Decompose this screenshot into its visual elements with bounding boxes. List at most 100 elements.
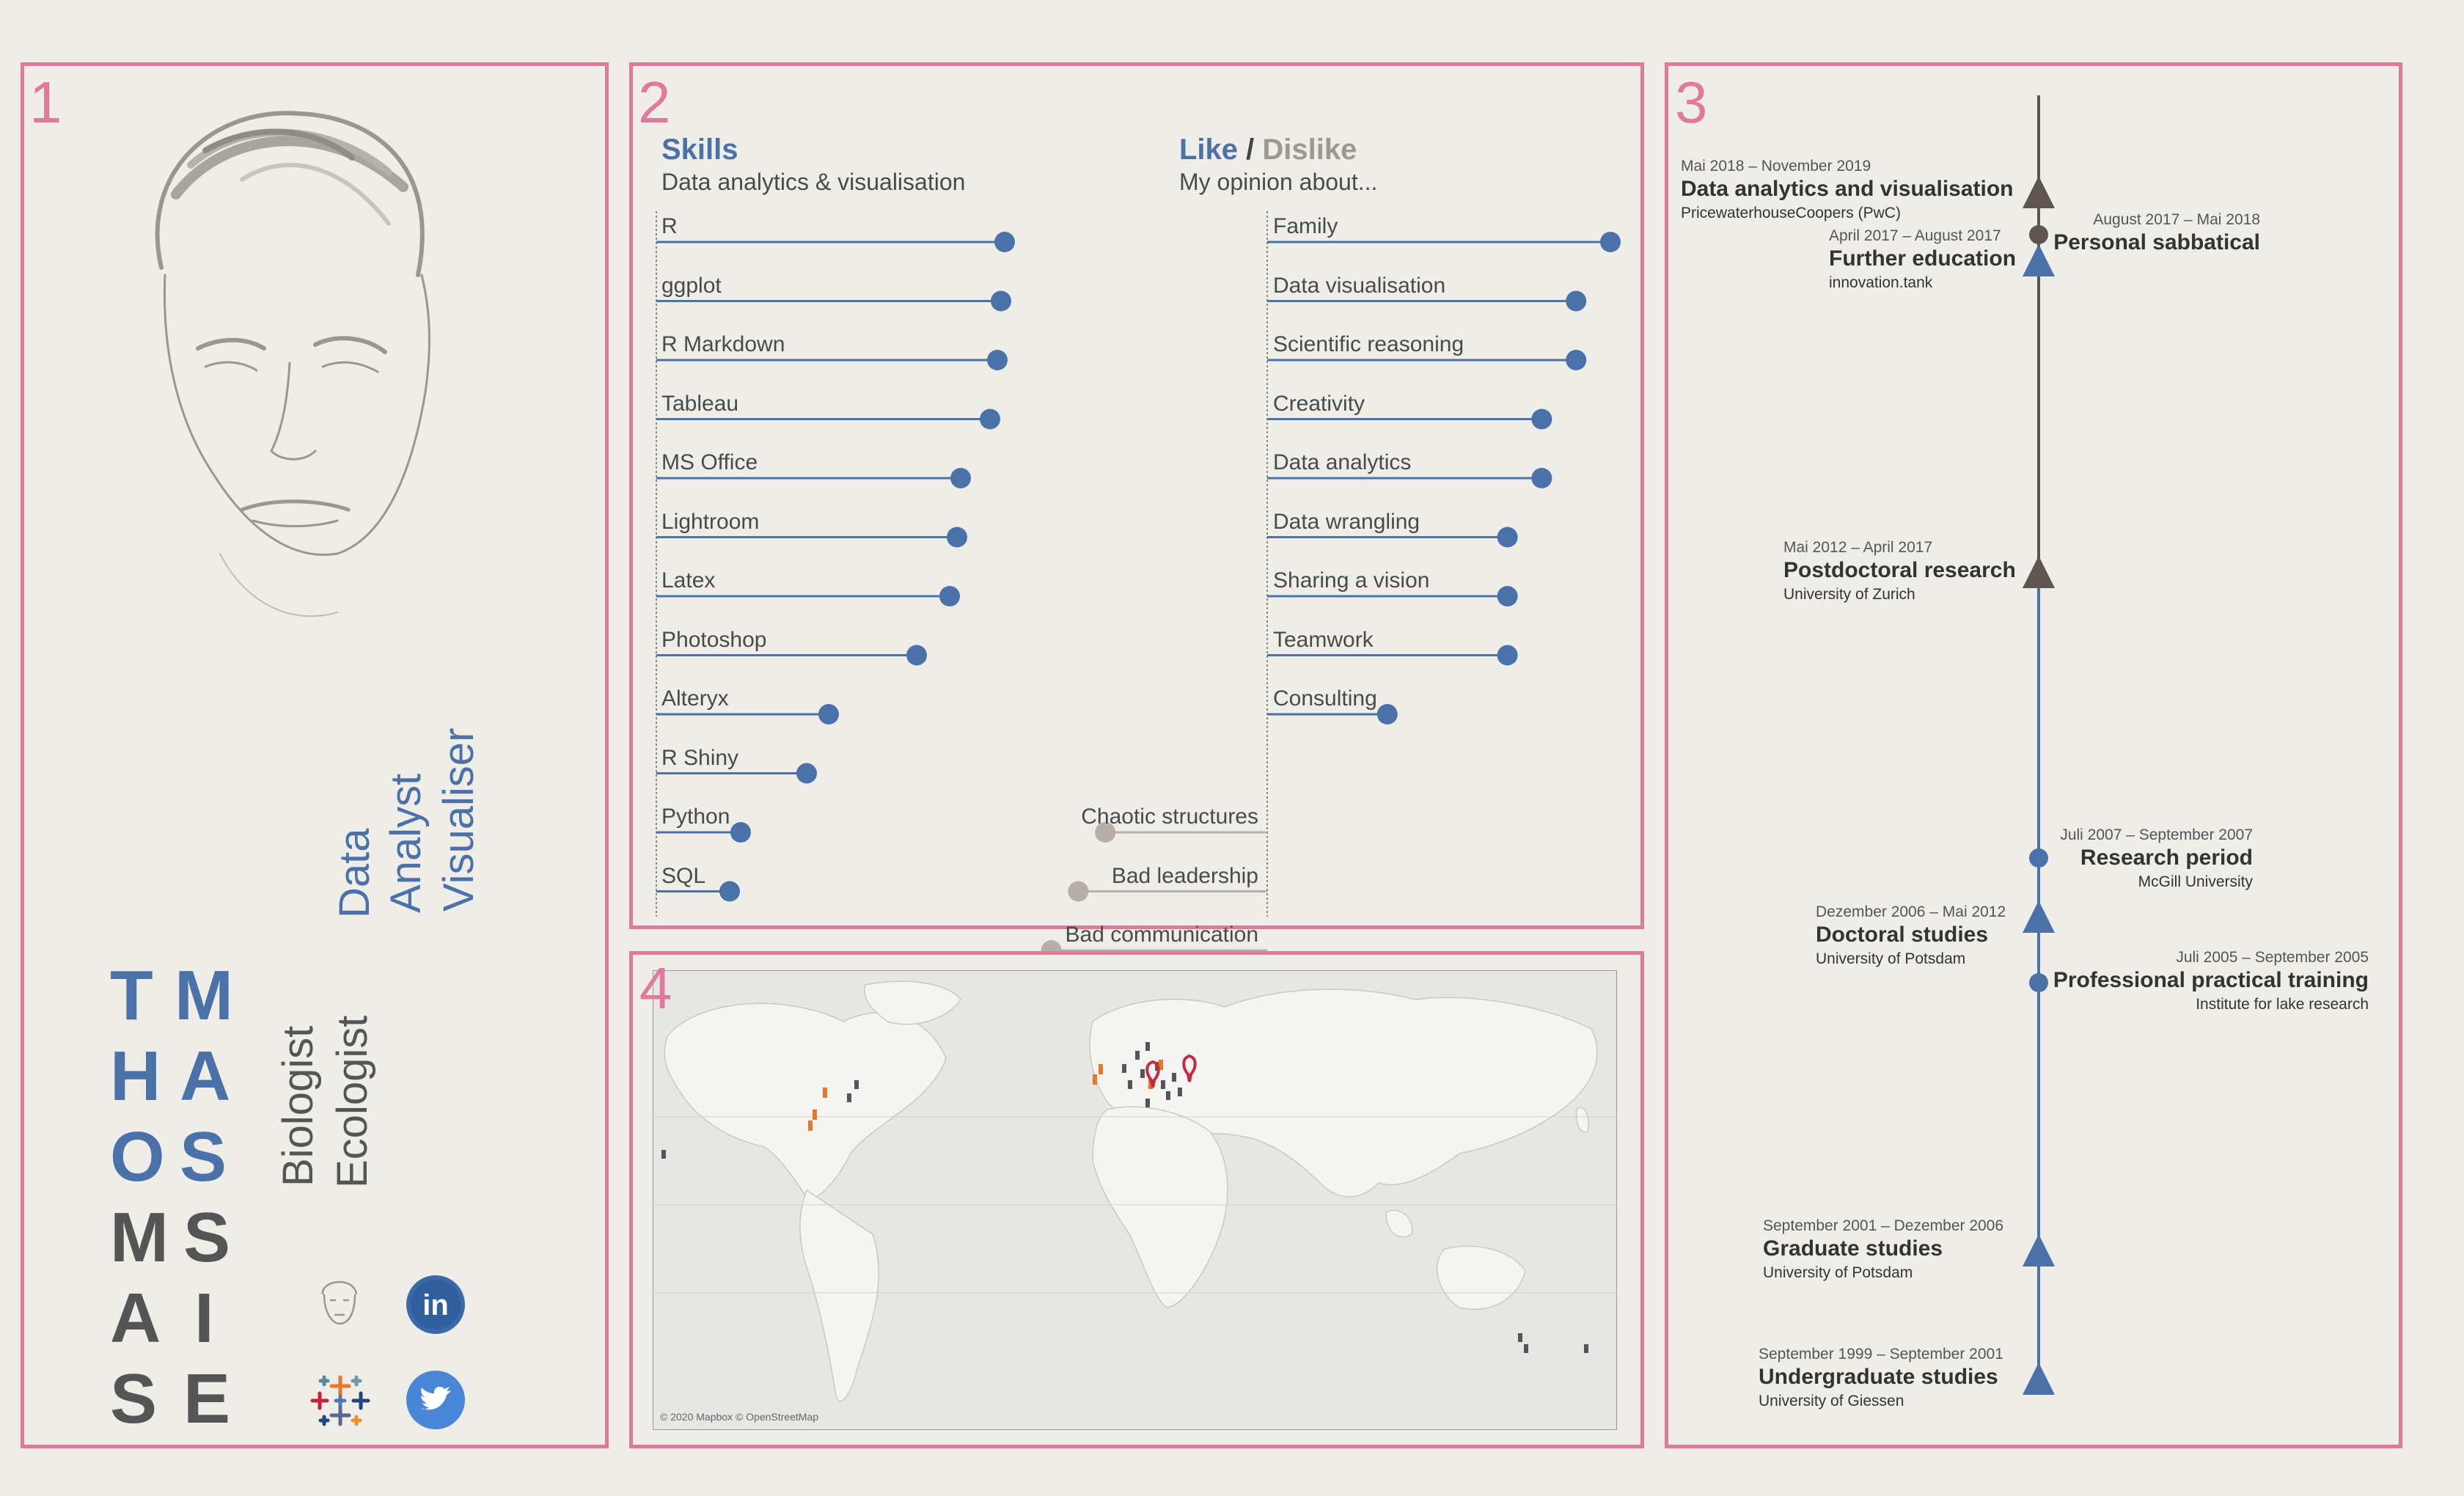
skill-label: ggplot — [661, 273, 722, 298]
skill-label: Python — [661, 804, 730, 829]
skill-label: Tableau — [661, 391, 739, 416]
first-name-letter: H — [110, 1037, 161, 1115]
first-name-letter: T — [110, 956, 153, 1035]
timeline-title: Further education — [1829, 246, 2017, 271]
timeline-org: University of Potsdam — [1763, 1264, 1913, 1281]
timeline-triangle — [2023, 901, 2055, 933]
skill-dot — [991, 290, 1011, 312]
profile-panel — [21, 62, 609, 1448]
timeline-dot — [2029, 225, 2048, 244]
skill-label: MS Office — [661, 450, 758, 474]
skill-dot — [730, 822, 751, 843]
skill-dot — [987, 350, 1008, 370]
first-name-letter: M — [110, 1198, 169, 1277]
last-name-letter: M — [175, 956, 233, 1035]
timeline-title: Undergraduate studies — [1759, 1365, 1998, 1389]
like-label: Like — [1179, 133, 1239, 166]
skill-label: R — [661, 214, 678, 238]
skill-dot — [980, 408, 1000, 430]
world-map[interactable]: © 2020 Mapbox © OpenStreetMap — [653, 970, 1617, 1430]
timeline-title: Doctoral studies — [1816, 923, 1989, 947]
timeline-triangle — [2023, 556, 2055, 588]
skill-label: Alteryx — [661, 686, 729, 711]
avatar-icon[interactable] — [314, 1272, 365, 1331]
timeline-date: Mai 2012 – April 2017 — [1783, 539, 1933, 556]
timeline-org: University of Giessen — [1759, 1393, 1904, 1409]
like-dot — [1566, 350, 1587, 370]
tableau-icon[interactable] — [309, 1370, 371, 1431]
timeline-date: Dezember 2006 – Mai 2012 — [1816, 903, 2006, 920]
timeline-date: Juli 2005 – September 2005 — [2176, 949, 2369, 966]
dislike-label: Bad leadership — [1111, 863, 1258, 888]
timeline-triangle — [2023, 1363, 2055, 1395]
skill-dot — [950, 468, 971, 488]
skill-label: SQL — [661, 863, 706, 888]
skill-dot — [906, 645, 927, 666]
timeline-title: Postdoctoral research — [1783, 558, 2016, 582]
last-name-letter: A — [180, 1037, 231, 1115]
skill-label: R Shiny — [661, 745, 739, 770]
map-attribution: © 2020 Mapbox © OpenStreetMap — [660, 1411, 818, 1423]
like-label: Consulting — [1273, 686, 1377, 711]
timeline-title: Research period — [2080, 846, 2253, 870]
timeline-title: Data analytics and visualisation — [1681, 177, 2014, 201]
skills-subtitle: Data analytics & visualisation — [661, 169, 966, 195]
panel-number-1: 1 — [29, 70, 62, 135]
last-name-letter: I — [194, 1279, 214, 1357]
dislike-label: Chaotic structures — [1081, 804, 1258, 829]
skill-label: Photoshop — [661, 627, 767, 652]
like-label: Family — [1273, 214, 1338, 238]
map-panel — [629, 951, 1644, 1448]
like-label: Creativity — [1273, 391, 1365, 416]
last-name-letter: E — [183, 1360, 231, 1438]
skill-label: Latex — [661, 568, 716, 593]
dislike-dot — [1095, 822, 1116, 843]
timeline-date: Juli 2007 – September 2007 — [2060, 826, 2253, 843]
timeline-title: Graduate studies — [1763, 1236, 1943, 1261]
twitter-icon[interactable] — [406, 1370, 466, 1430]
first-name-letter: A — [110, 1279, 161, 1357]
timeline-org: University of Potsdam — [1816, 950, 1966, 967]
svg-text:in: in — [422, 1289, 449, 1321]
skill-label: Lightroom — [661, 509, 760, 534]
timeline-date: August 2017 – Mai 2018 — [2093, 211, 2260, 228]
timeline-org: PricewaterhouseCoopers (PwC) — [1681, 205, 1901, 221]
timeline-date: April 2017 – August 2017 — [1829, 227, 2001, 244]
like-label: Data wrangling — [1273, 509, 1420, 534]
timeline-date: September 1999 – September 2001 — [1759, 1346, 2003, 1363]
like-label: Scientific reasoning — [1273, 332, 1464, 356]
opinion-title: Like / Dislike — [1179, 133, 1357, 166]
first-name-letter: S — [110, 1360, 158, 1438]
like-dot — [1531, 468, 1552, 488]
linkedin-icon[interactable]: in — [406, 1275, 466, 1335]
skill-dot — [947, 527, 967, 548]
skill-dot — [719, 881, 740, 902]
timeline-triangle — [2023, 1234, 2055, 1266]
timeline-org: Institute for lake research — [2196, 996, 2369, 1013]
opinion-subtitle: My opinion about... — [1179, 169, 1378, 195]
panel-number-4: 4 — [639, 956, 672, 1021]
timeline-org: University of Zurich — [1783, 586, 1915, 603]
timeline-date: Mai 2018 – November 2019 — [1681, 158, 1871, 175]
skill-dot — [939, 586, 960, 606]
dislike-dot — [1068, 881, 1089, 902]
skill-dot — [994, 232, 1015, 252]
timeline-dot — [2029, 973, 2048, 992]
timeline-triangle — [2023, 244, 2055, 276]
like-dot — [1497, 645, 1518, 666]
timeline-org: innovation.tank — [1829, 274, 1933, 291]
timeline-panel — [1665, 62, 2402, 1448]
title-slash: / — [1246, 133, 1255, 166]
like-label: Data visualisation — [1273, 273, 1446, 298]
timeline-triangle — [2023, 176, 2055, 208]
like-label: Teamwork — [1273, 627, 1374, 652]
like-dot — [1566, 290, 1587, 312]
dislike-label: Bad communication — [1065, 923, 1258, 947]
like-dot — [1497, 586, 1518, 606]
skills-panel — [629, 62, 1644, 929]
first-name-letter: O — [110, 1118, 165, 1196]
like-dot — [1497, 527, 1518, 548]
like-label: Sharing a vision — [1273, 568, 1430, 593]
timeline-org: McGill University — [2138, 873, 2253, 890]
